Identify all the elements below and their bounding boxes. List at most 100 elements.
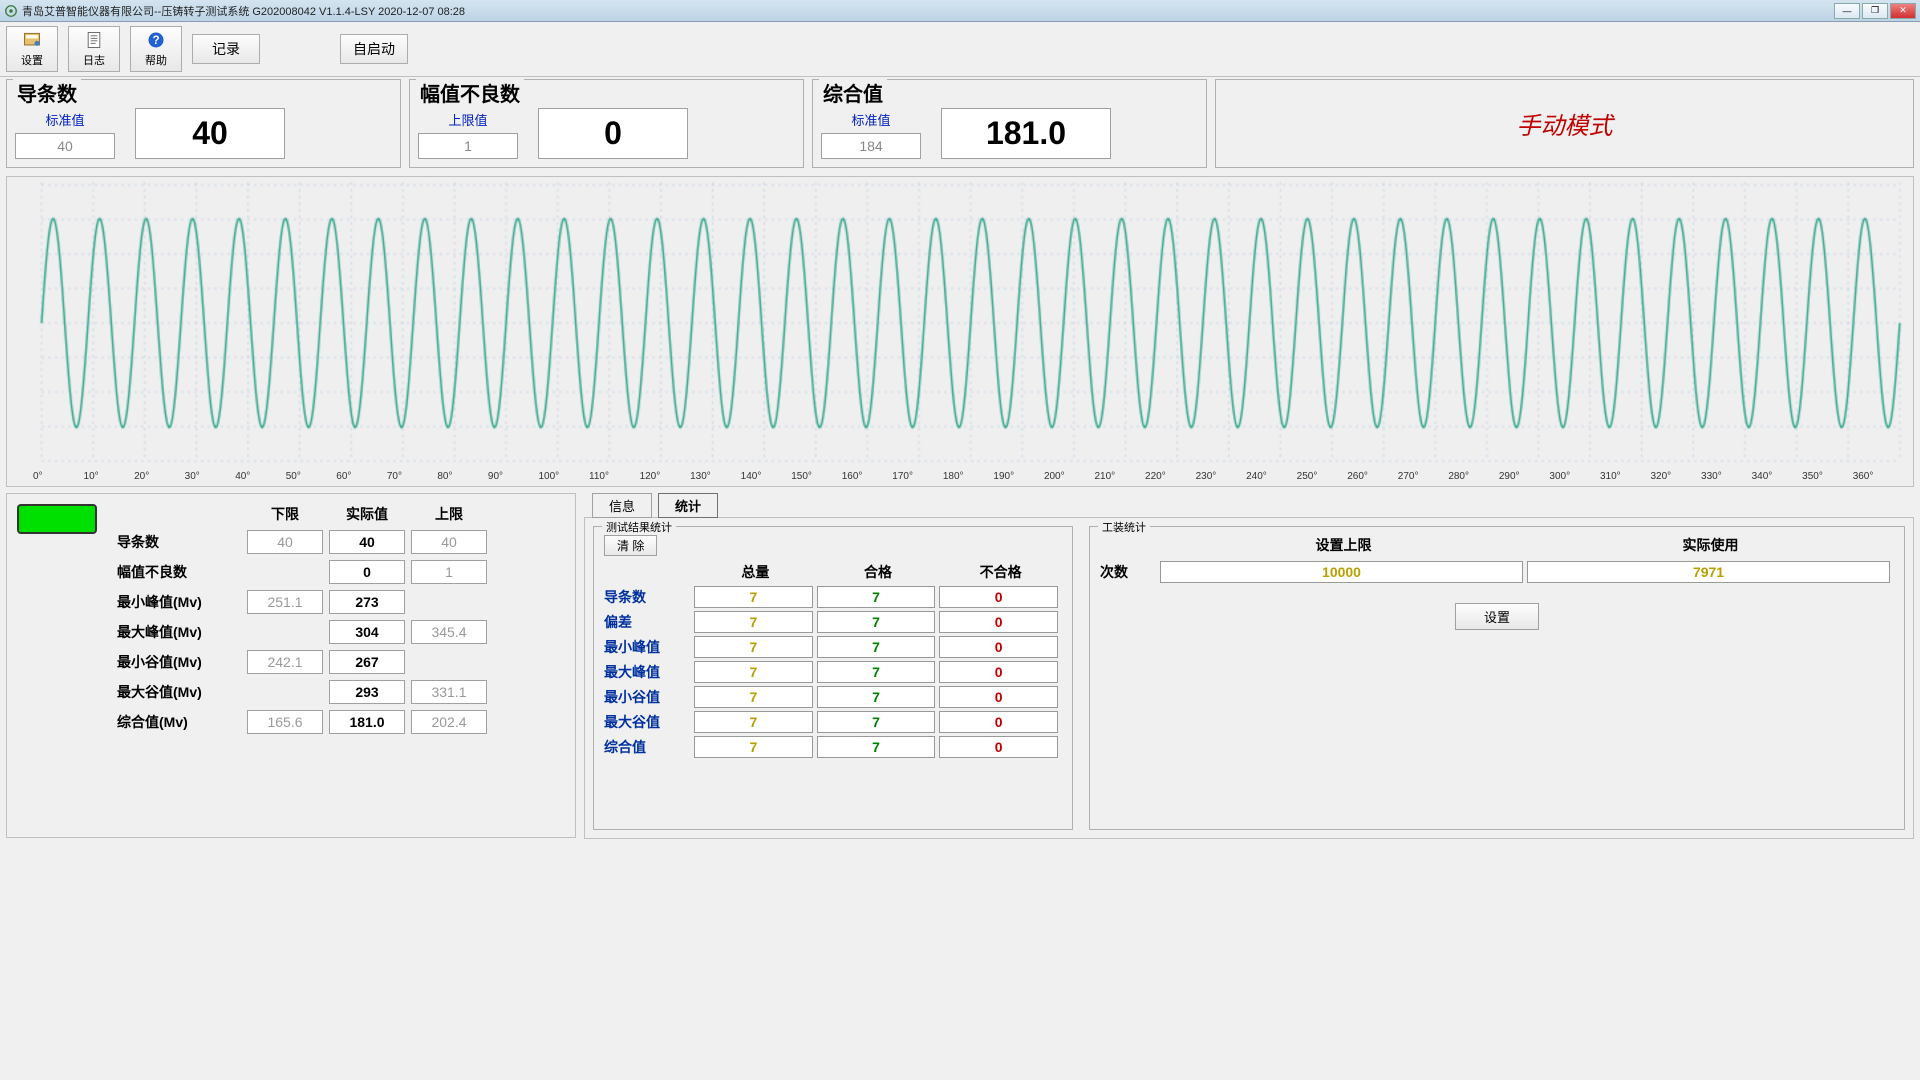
measurement-row: 最大峰值(Mv) 304345.4 (117, 620, 565, 644)
stats-row-label: 最大峰值 (604, 662, 694, 682)
stats-row: 最小峰值770 (604, 636, 1062, 658)
toolbar: 设置 日志 ? 帮助 记录 自启动 (0, 22, 1920, 77)
measurement-lower: 40 (247, 530, 323, 554)
tooling-set-value: 10000 (1160, 561, 1523, 583)
measurement-row: 导条数404040 (117, 530, 565, 554)
composite-std-label: 标准值 (821, 110, 921, 129)
stats-row: 最小谷值770 (604, 686, 1062, 708)
svg-text:?: ? (152, 34, 159, 47)
stats-total: 7 (694, 686, 813, 708)
chart-x-tick: 230° (1196, 471, 1247, 482)
chart-x-tick: 330° (1701, 471, 1752, 482)
measurement-lower: 165.6 (247, 710, 323, 734)
stats-pass: 7 (817, 736, 936, 758)
measurement-actual: 0 (329, 560, 405, 584)
stats-fail: 0 (939, 711, 1058, 733)
measurement-upper: 202.4 (411, 710, 487, 734)
composite-panel: 综合值 标准值 184 181.0 (812, 79, 1207, 168)
chart-x-tick: 320° (1651, 471, 1702, 482)
measurement-row: 幅值不良数01 (117, 560, 565, 584)
chart-x-tick: 360° (1853, 471, 1904, 482)
amplitude-limit-label: 上限值 (418, 110, 518, 129)
stats-total: 7 (694, 661, 813, 683)
chart-x-tick: 40° (235, 471, 286, 482)
chart-x-tick: 180° (943, 471, 994, 482)
chart-x-tick: 150° (791, 471, 842, 482)
stats-pass: 7 (817, 636, 936, 658)
composite-actual: 181.0 (941, 108, 1111, 159)
tooling-settings-button[interactable]: 设置 (1455, 603, 1539, 630)
measurement-label: 最小谷值(Mv) (117, 652, 247, 672)
composite-title: 综合值 (819, 78, 887, 107)
tab-stats[interactable]: 统计 (658, 493, 718, 518)
help-icon: ? (146, 30, 166, 50)
chart-x-tick: 110° (589, 471, 640, 482)
measurement-upper: 345.4 (411, 620, 487, 644)
stats-total: 7 (694, 586, 813, 608)
log-button[interactable]: 日志 (68, 26, 120, 72)
stats-pass: 7 (817, 586, 936, 608)
log-icon (84, 30, 104, 50)
chart-x-tick: 80° (437, 471, 488, 482)
stats-row: 综合值770 (604, 736, 1062, 758)
measurement-row: 最大谷值(Mv)293331.1 (117, 680, 565, 704)
chart-x-tick: 270° (1398, 471, 1449, 482)
chart-x-tick: 0° (33, 471, 84, 482)
chart-x-tick: 290° (1499, 471, 1550, 482)
meas-header-actual: 实际值 (329, 504, 405, 524)
mode-panel: 手动模式 (1215, 79, 1914, 168)
mode-text: 手动模式 (1517, 106, 1613, 141)
chart-x-tick: 220° (1145, 471, 1196, 482)
guides-actual: 40 (135, 108, 285, 159)
chart-x-tick: 310° (1600, 471, 1651, 482)
chart-x-tick: 10° (84, 471, 135, 482)
measurement-upper: 1 (411, 560, 487, 584)
clear-button[interactable]: 清 除 (604, 535, 657, 556)
composite-std-value: 184 (821, 133, 921, 159)
tooling-fieldset: 工装统计 设置上限 实际使用 次数 10000 7971 设置 (1089, 526, 1905, 830)
chart-x-tick: 130° (690, 471, 741, 482)
tooling-used-value: 7971 (1527, 561, 1890, 583)
measurement-row: 最小峰值(Mv)251.1273 (117, 590, 565, 614)
tab-info[interactable]: 信息 (592, 493, 652, 518)
help-label: 帮助 (145, 52, 167, 68)
stats-row-label: 导条数 (604, 587, 694, 607)
minimize-button[interactable]: — (1834, 3, 1860, 19)
measurement-row: 综合值(Mv)165.6181.0202.4 (117, 710, 565, 734)
stats-row: 最大峰值770 (604, 661, 1062, 683)
amplitude-panel: 幅值不良数 上限值 1 0 (409, 79, 804, 168)
test-stats-legend: 测试结果统计 (602, 519, 676, 535)
measurement-actual: 293 (329, 680, 405, 704)
measurement-actual: 40 (329, 530, 405, 554)
tooling-header-used: 实际使用 (1527, 535, 1894, 555)
stats-fail: 0 (939, 686, 1058, 708)
guides-title: 导条数 (13, 78, 81, 107)
stats-total: 7 (694, 711, 813, 733)
chart-x-tick: 120° (640, 471, 691, 482)
measurement-actual: 181.0 (329, 710, 405, 734)
chart-x-tick: 20° (134, 471, 185, 482)
waveform-chart: 0°10°20°30°40°50°60°70°80°90°100°110°120… (6, 176, 1914, 487)
stats-header-total: 总量 (694, 562, 817, 582)
stats-row-label: 偏差 (604, 612, 694, 632)
measurement-row: 最小谷值(Mv)242.1267 (117, 650, 565, 674)
record-button[interactable]: 记录 (192, 34, 260, 64)
measurement-label: 最大峰值(Mv) (117, 622, 247, 642)
measurement-actual: 304 (329, 620, 405, 644)
autostart-button[interactable]: 自启动 (340, 34, 408, 64)
chart-x-tick: 210° (1094, 471, 1145, 482)
maximize-button[interactable]: ❐ (1862, 3, 1888, 19)
status-indicator (17, 504, 97, 534)
stats-total: 7 (694, 636, 813, 658)
close-button[interactable]: ✕ (1890, 3, 1916, 19)
app-icon (4, 4, 18, 18)
tooling-row-label: 次数 (1100, 562, 1160, 582)
guides-std-label: 标准值 (15, 110, 115, 129)
stats-total: 7 (694, 736, 813, 758)
stats-row-label: 最小峰值 (604, 637, 694, 657)
test-stats-fieldset: 测试结果统计 清 除 总量 合格 不合格 导条数770偏差770最小峰值770最… (593, 526, 1073, 830)
help-button[interactable]: ? 帮助 (130, 26, 182, 72)
chart-x-tick: 200° (1044, 471, 1095, 482)
settings-button[interactable]: 设置 (6, 26, 58, 72)
amplitude-limit-value: 1 (418, 133, 518, 159)
